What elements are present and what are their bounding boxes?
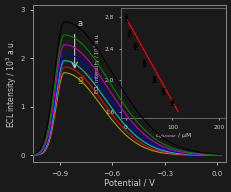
Text: a: a [77,19,82,28]
Text: g: g [77,75,83,84]
X-axis label: Potential / V: Potential / V [104,178,155,187]
Y-axis label: ECL intensity / 10$^{3}$ a.u.: ECL intensity / 10$^{3}$ a.u. [5,39,19,128]
